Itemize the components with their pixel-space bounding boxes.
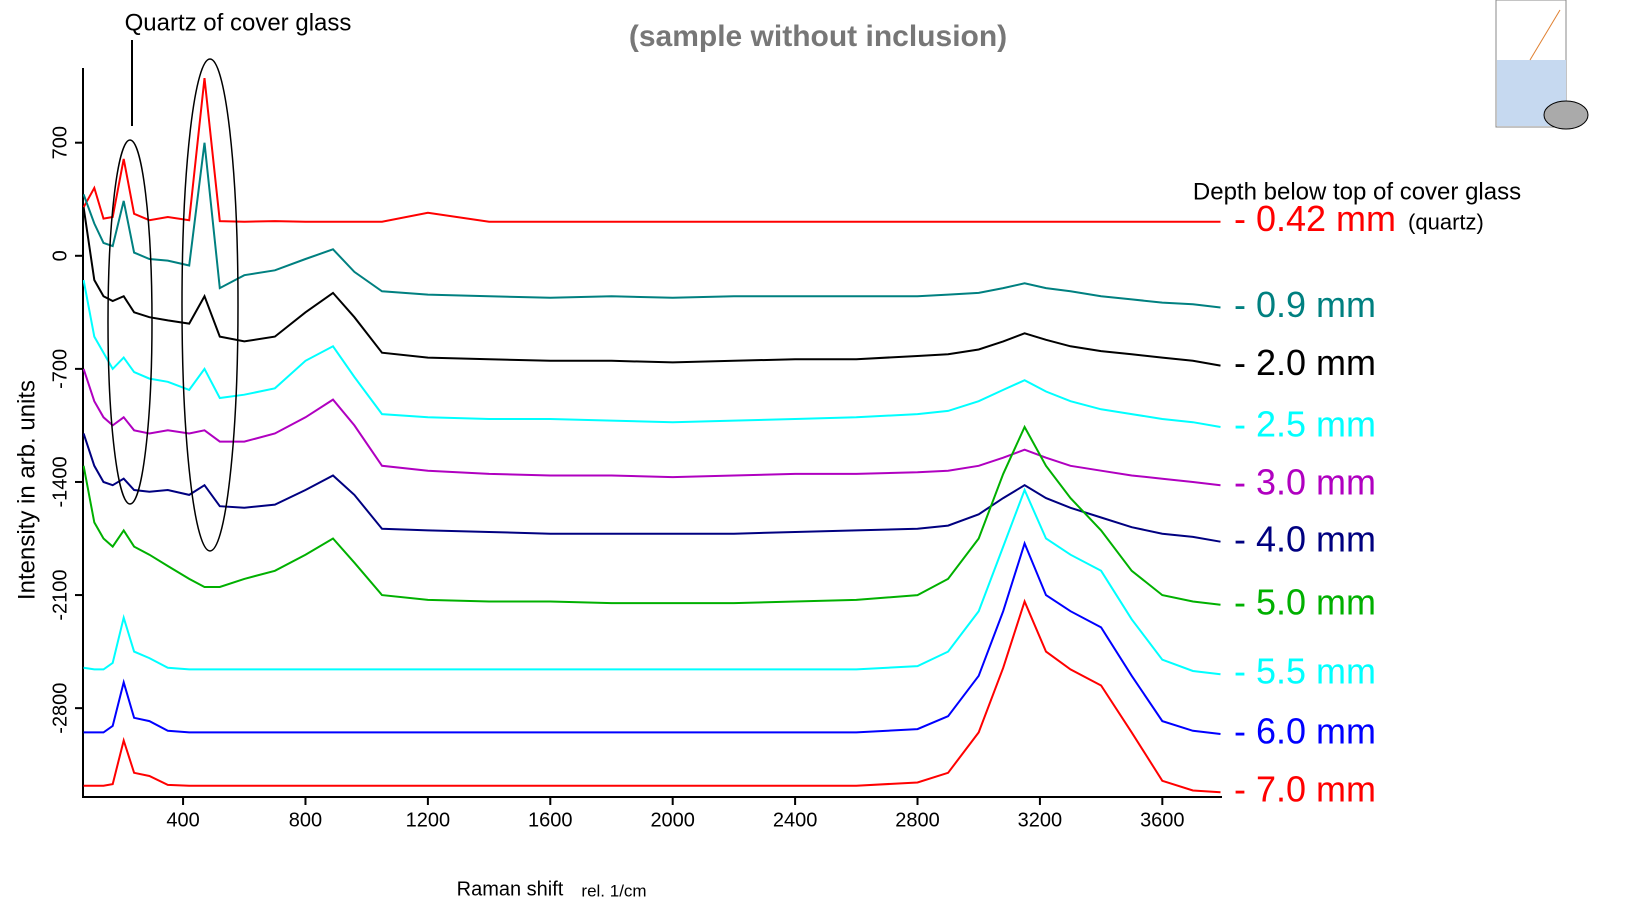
legend-entry: - 3.0 mm — [1234, 462, 1376, 503]
x-tick-label: 2800 — [895, 809, 940, 831]
series-line — [83, 424, 1221, 606]
legend-entry: - 5.0 mm — [1234, 581, 1376, 622]
legend-entry: - 7.0 mm — [1234, 769, 1376, 810]
y-tick-label: -700 — [49, 349, 71, 389]
y-tick-label: -1400 — [49, 456, 71, 507]
x-tick-label: 800 — [289, 809, 322, 831]
series-line — [83, 368, 1221, 487]
highlight-ellipse — [107, 139, 153, 505]
legend-entry: - 4.0 mm — [1234, 518, 1376, 559]
inset-ray — [1529, 9, 1561, 61]
x-tick-label: 3200 — [1018, 809, 1063, 831]
y-tick-label: -2800 — [49, 683, 71, 734]
legend-entry: - 2.0 mm — [1234, 342, 1376, 383]
series-line — [83, 279, 1221, 428]
series-line — [83, 540, 1221, 735]
inset-object — [1543, 100, 1589, 130]
series-line — [83, 433, 1221, 543]
annotation: Quartz of cover glass — [125, 9, 352, 36]
legend-entry: - 0.42 mm — [1234, 198, 1396, 239]
legend-entry: - 2.5 mm — [1234, 404, 1376, 445]
series-line — [83, 487, 1221, 676]
x-tick-label: 3600 — [1140, 809, 1185, 831]
x-tick-label: 400 — [166, 809, 199, 831]
x-tick-label: 1200 — [406, 809, 451, 831]
x-tick-label: 2400 — [773, 809, 818, 831]
highlight-ellipse — [181, 58, 239, 552]
x-axis-unit: rel. 1/cm — [581, 881, 646, 900]
legend-entry: - 6.0 mm — [1234, 711, 1376, 752]
legend-entry: - 0.9 mm — [1234, 284, 1376, 325]
chart-title: (sample without inclusion) — [629, 20, 1007, 53]
inset — [1495, 0, 1589, 130]
plot-area — [83, 77, 1221, 794]
legend-entry: - 5.5 mm — [1234, 651, 1376, 692]
series-line — [83, 598, 1221, 794]
series-line — [83, 207, 1221, 367]
series-line — [83, 77, 1221, 223]
series-line — [83, 142, 1221, 309]
y-tick-label: 0 — [49, 250, 71, 261]
y-tick-label: 700 — [49, 126, 71, 159]
x-tick-label: 1600 — [528, 809, 573, 831]
y-tick-label: -2100 — [49, 569, 71, 620]
x-tick-label: 2000 — [650, 809, 695, 831]
x-axis-label: Raman shift — [457, 878, 564, 900]
y-axis-label: Intensity in arb. units — [13, 380, 40, 600]
legend-title: Depth below top of cover glass — [1193, 178, 1521, 205]
series-note: (quartz) — [1408, 210, 1484, 235]
